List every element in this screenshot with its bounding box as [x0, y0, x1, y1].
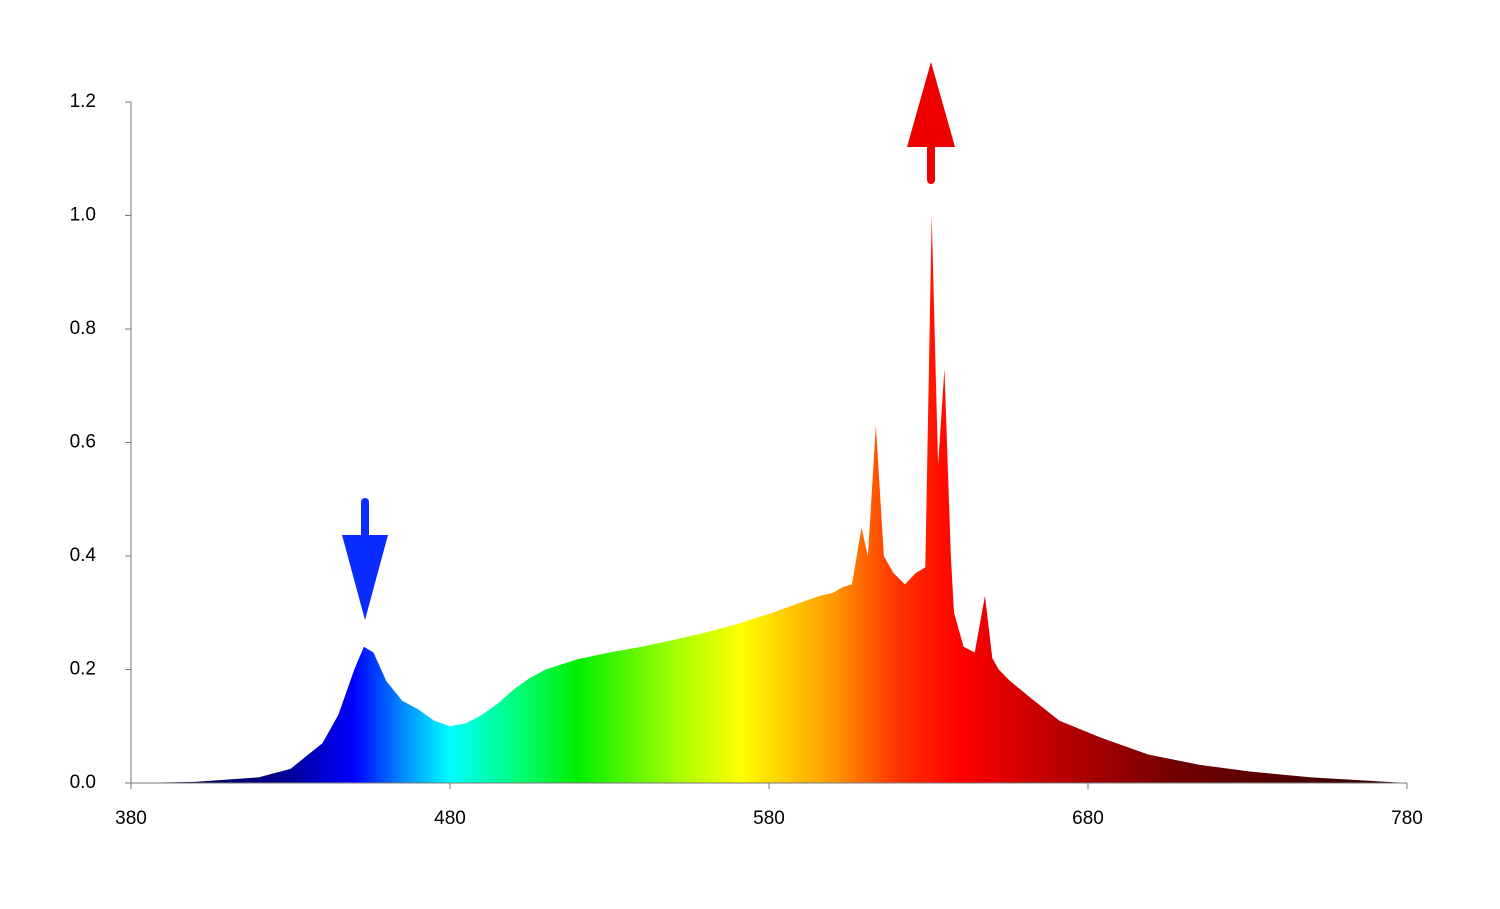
blue-arrow [342, 498, 388, 620]
y-tick-label: 0.8 [70, 318, 96, 339]
y-tick-label: 0.6 [70, 432, 96, 453]
y-tick-label: 0.4 [70, 545, 97, 566]
plot-area [131, 215, 1407, 783]
x-tick-label: 780 [1391, 808, 1423, 829]
spectrum-area [131, 215, 1407, 783]
y-tick-label: 1.0 [70, 205, 96, 226]
y-tick-label: 1.2 [70, 91, 96, 112]
red-arrow [907, 62, 955, 184]
y-tick-label: 0.2 [70, 659, 96, 680]
x-tick-label: 480 [434, 808, 466, 829]
x-tick-label: 380 [115, 808, 147, 829]
x-tick-label: 580 [753, 808, 785, 829]
y-tick-label: 0.0 [70, 772, 96, 793]
x-tick-label: 680 [1072, 808, 1104, 829]
